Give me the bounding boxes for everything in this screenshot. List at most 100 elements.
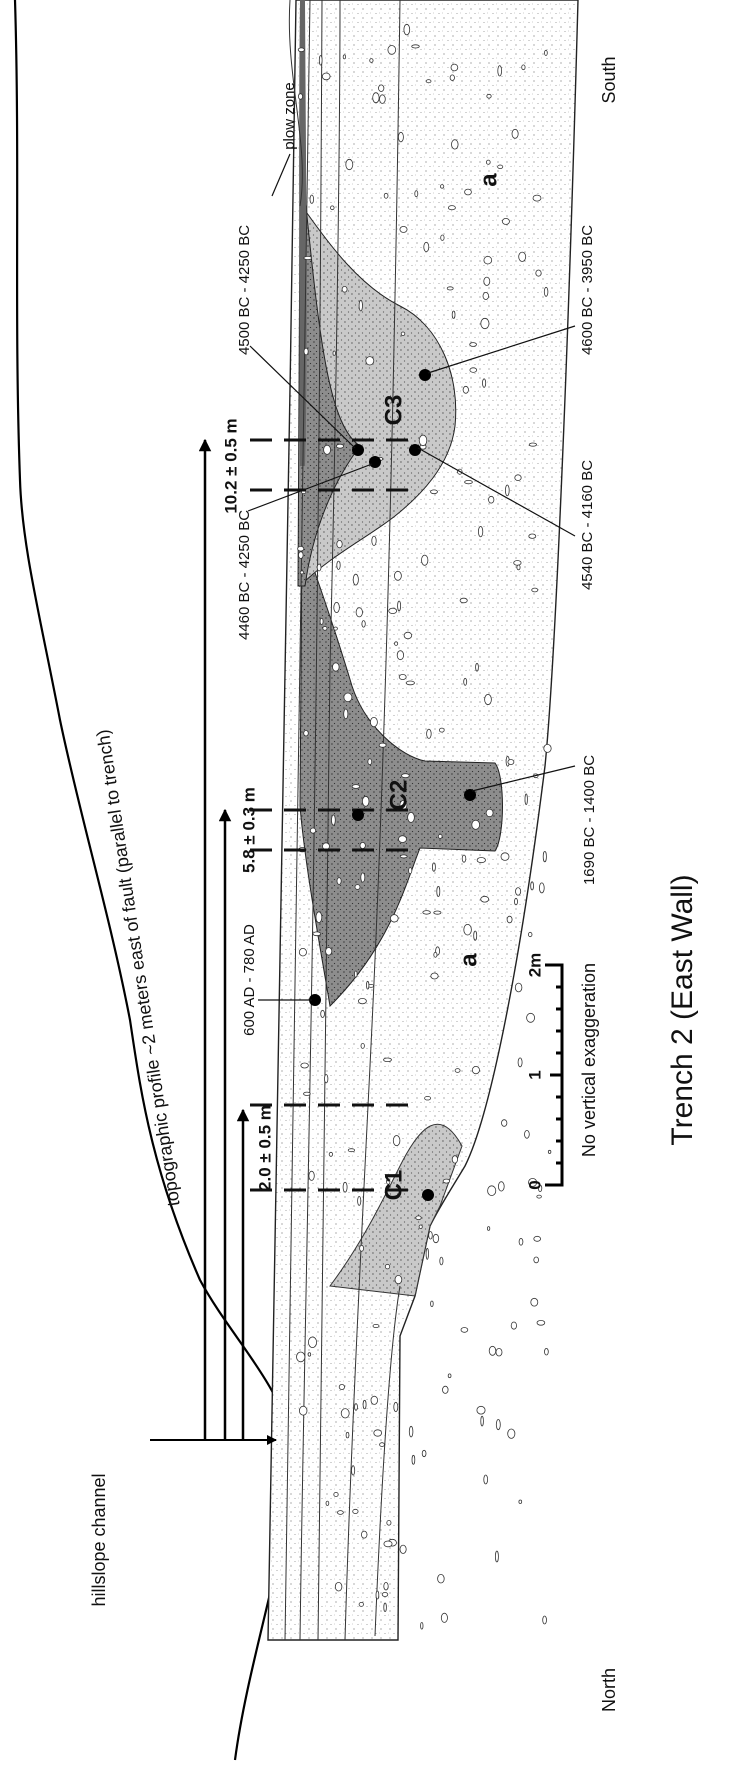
clast (360, 1245, 364, 1251)
clast (346, 159, 353, 169)
clast (423, 911, 431, 915)
clast (484, 256, 492, 264)
clast (537, 1320, 545, 1325)
rotated-drawing: topographic profile ~2 meters east of fa… (15, 0, 699, 1760)
clast (496, 1420, 500, 1430)
clast (352, 785, 360, 789)
unit-label: C1 (380, 1170, 407, 1201)
clast (394, 1402, 398, 1411)
clast (519, 1238, 523, 1245)
clast (431, 973, 438, 979)
clast (455, 1069, 460, 1073)
clast (308, 1353, 311, 1357)
clast (434, 911, 441, 914)
clast (447, 287, 453, 290)
clast (536, 270, 541, 276)
clast (353, 574, 358, 585)
clast (395, 1275, 402, 1283)
date-label: 4500 BC - 4250 BC (236, 225, 253, 355)
clast (298, 48, 304, 52)
clast (346, 1432, 349, 1438)
date-label: 4460 BC - 4250 BC (236, 510, 253, 640)
clast (404, 24, 410, 35)
clast (343, 1182, 347, 1192)
clast (399, 674, 406, 679)
clast (412, 1455, 415, 1464)
clast (484, 1475, 488, 1484)
clast (452, 1156, 457, 1163)
clast (367, 981, 369, 989)
clast (371, 1396, 378, 1404)
clast (334, 627, 338, 630)
clast (373, 93, 379, 103)
measurement: 5.8 ± 0.3 m (239, 787, 258, 873)
clast (529, 443, 536, 446)
clast (465, 189, 472, 195)
clast (464, 924, 472, 935)
clast (384, 193, 388, 198)
clast (394, 571, 401, 580)
clast (361, 873, 365, 882)
clast (432, 863, 435, 871)
clast (464, 678, 467, 685)
clast (415, 191, 418, 197)
clast (400, 855, 407, 858)
clast (508, 760, 514, 765)
clast (419, 435, 427, 446)
clast (333, 663, 340, 671)
clast (426, 1248, 428, 1259)
clast (502, 1120, 507, 1127)
clast (416, 1216, 421, 1220)
clast (452, 140, 459, 149)
clast (478, 526, 482, 536)
clast (325, 1075, 328, 1083)
clast (326, 1501, 329, 1505)
clast (404, 632, 412, 639)
clast (398, 132, 403, 142)
clast (434, 952, 437, 957)
scale-tick: 0 (525, 1180, 544, 1189)
page: {"labels": {"hillslope_channel": "hillsl… (0, 0, 750, 1766)
clast (370, 717, 377, 726)
clast (472, 820, 480, 829)
clast (431, 490, 438, 494)
clast (527, 1013, 535, 1022)
clast (384, 1541, 392, 1547)
clast (501, 853, 509, 861)
clast (517, 565, 520, 570)
clast (399, 836, 407, 843)
scale-tick: 2m (525, 953, 544, 978)
clast (363, 1400, 366, 1409)
sample (369, 456, 381, 468)
clast (451, 64, 458, 71)
clast (388, 46, 396, 55)
clast (481, 896, 489, 902)
clast (308, 1337, 316, 1348)
clast (358, 998, 366, 1003)
clast (495, 1551, 498, 1562)
clast (486, 160, 490, 164)
clast (472, 1066, 479, 1073)
clast (539, 883, 544, 893)
clast (433, 1234, 439, 1242)
north-label: North (599, 1668, 619, 1712)
clast (465, 480, 473, 483)
clast (462, 855, 466, 862)
date-label: 4600 BC - 3950 BC (579, 225, 596, 355)
clast (470, 368, 477, 373)
clast (515, 475, 521, 481)
clast (401, 332, 405, 336)
clast (385, 1264, 389, 1269)
clast (355, 885, 360, 890)
clast (337, 1511, 343, 1515)
clast (355, 1404, 358, 1411)
clast (483, 292, 489, 299)
clast (512, 129, 518, 138)
clast (448, 206, 455, 210)
clast (400, 226, 407, 232)
clast (409, 1426, 413, 1437)
clast (343, 55, 345, 59)
clast (421, 1623, 423, 1630)
clast (519, 1500, 522, 1504)
clast (379, 85, 384, 92)
